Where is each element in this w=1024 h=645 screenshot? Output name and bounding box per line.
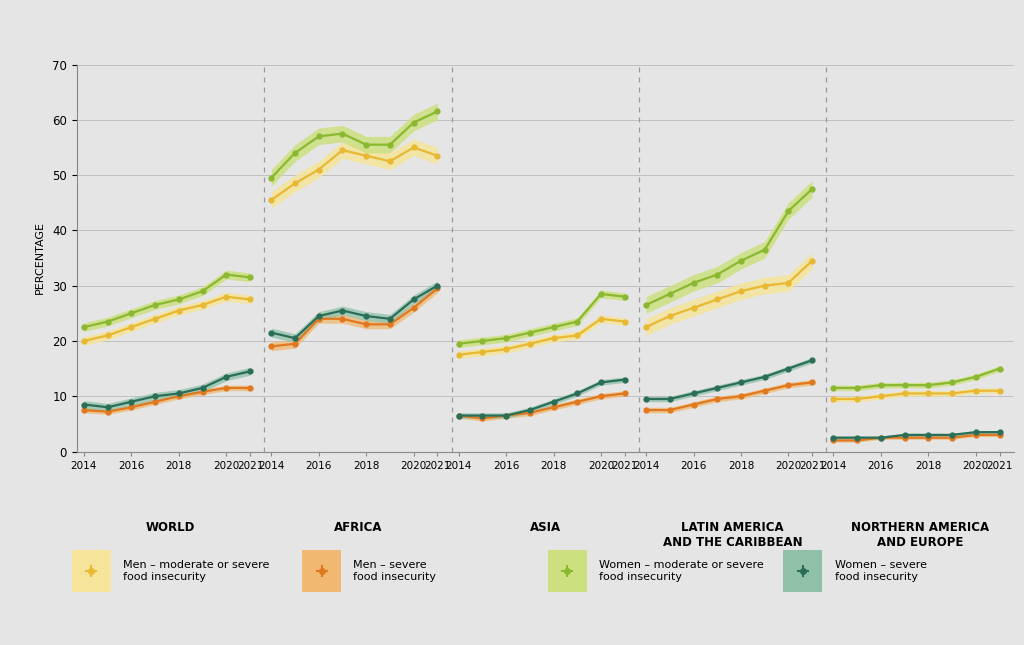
Text: AFRICA: AFRICA	[334, 521, 382, 534]
Y-axis label: PERCENTAGE: PERCENTAGE	[35, 221, 45, 295]
Text: NORTHERN AMERICA
AND EUROPE: NORTHERN AMERICA AND EUROPE	[851, 521, 989, 549]
Text: LATIN AMERICA
AND THE CARIBBEAN: LATIN AMERICA AND THE CARIBBEAN	[663, 521, 803, 549]
Text: Women – moderate or severe
food insecurity: Women – moderate or severe food insecuri…	[599, 560, 764, 582]
Text: Men – moderate or severe
food insecurity: Men – moderate or severe food insecurity	[123, 560, 269, 582]
Text: WORLD: WORLD	[145, 521, 196, 534]
Text: Women – severe
food insecurity: Women – severe food insecurity	[835, 560, 927, 582]
Text: Men – severe
food insecurity: Men – severe food insecurity	[353, 560, 436, 582]
Text: ASIA: ASIA	[529, 521, 561, 534]
